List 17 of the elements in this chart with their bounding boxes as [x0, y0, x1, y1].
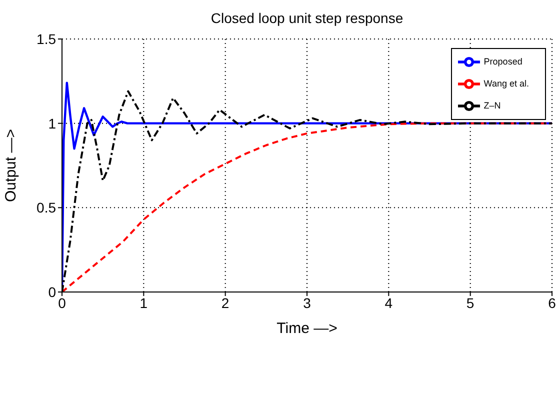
- x-tick-label: 4: [384, 294, 393, 311]
- chart-title: Closed loop unit step response: [210, 10, 404, 26]
- x-axis-title: Time —>: [276, 320, 338, 337]
- y-axis-title: Output —>: [2, 128, 20, 202]
- x-tick-label: 0: [58, 294, 66, 311]
- x-tick-label: 5: [466, 294, 474, 311]
- y-tick-label: 0.5: [36, 200, 56, 216]
- y-tick-label: 1.5: [36, 30, 56, 47]
- x-tick-label: 6: [548, 294, 556, 311]
- y-tick-label: 0: [48, 284, 56, 300]
- legend-label: Z–N: [484, 100, 501, 110]
- x-tick-label: 1: [140, 294, 148, 311]
- x-tick-label: 2: [221, 294, 230, 311]
- y-tick-label: 1: [48, 115, 56, 132]
- legend-label: Wang et al.: [484, 78, 529, 88]
- x-tick-label: 3: [303, 294, 312, 311]
- legend-label: Proposed: [484, 56, 522, 66]
